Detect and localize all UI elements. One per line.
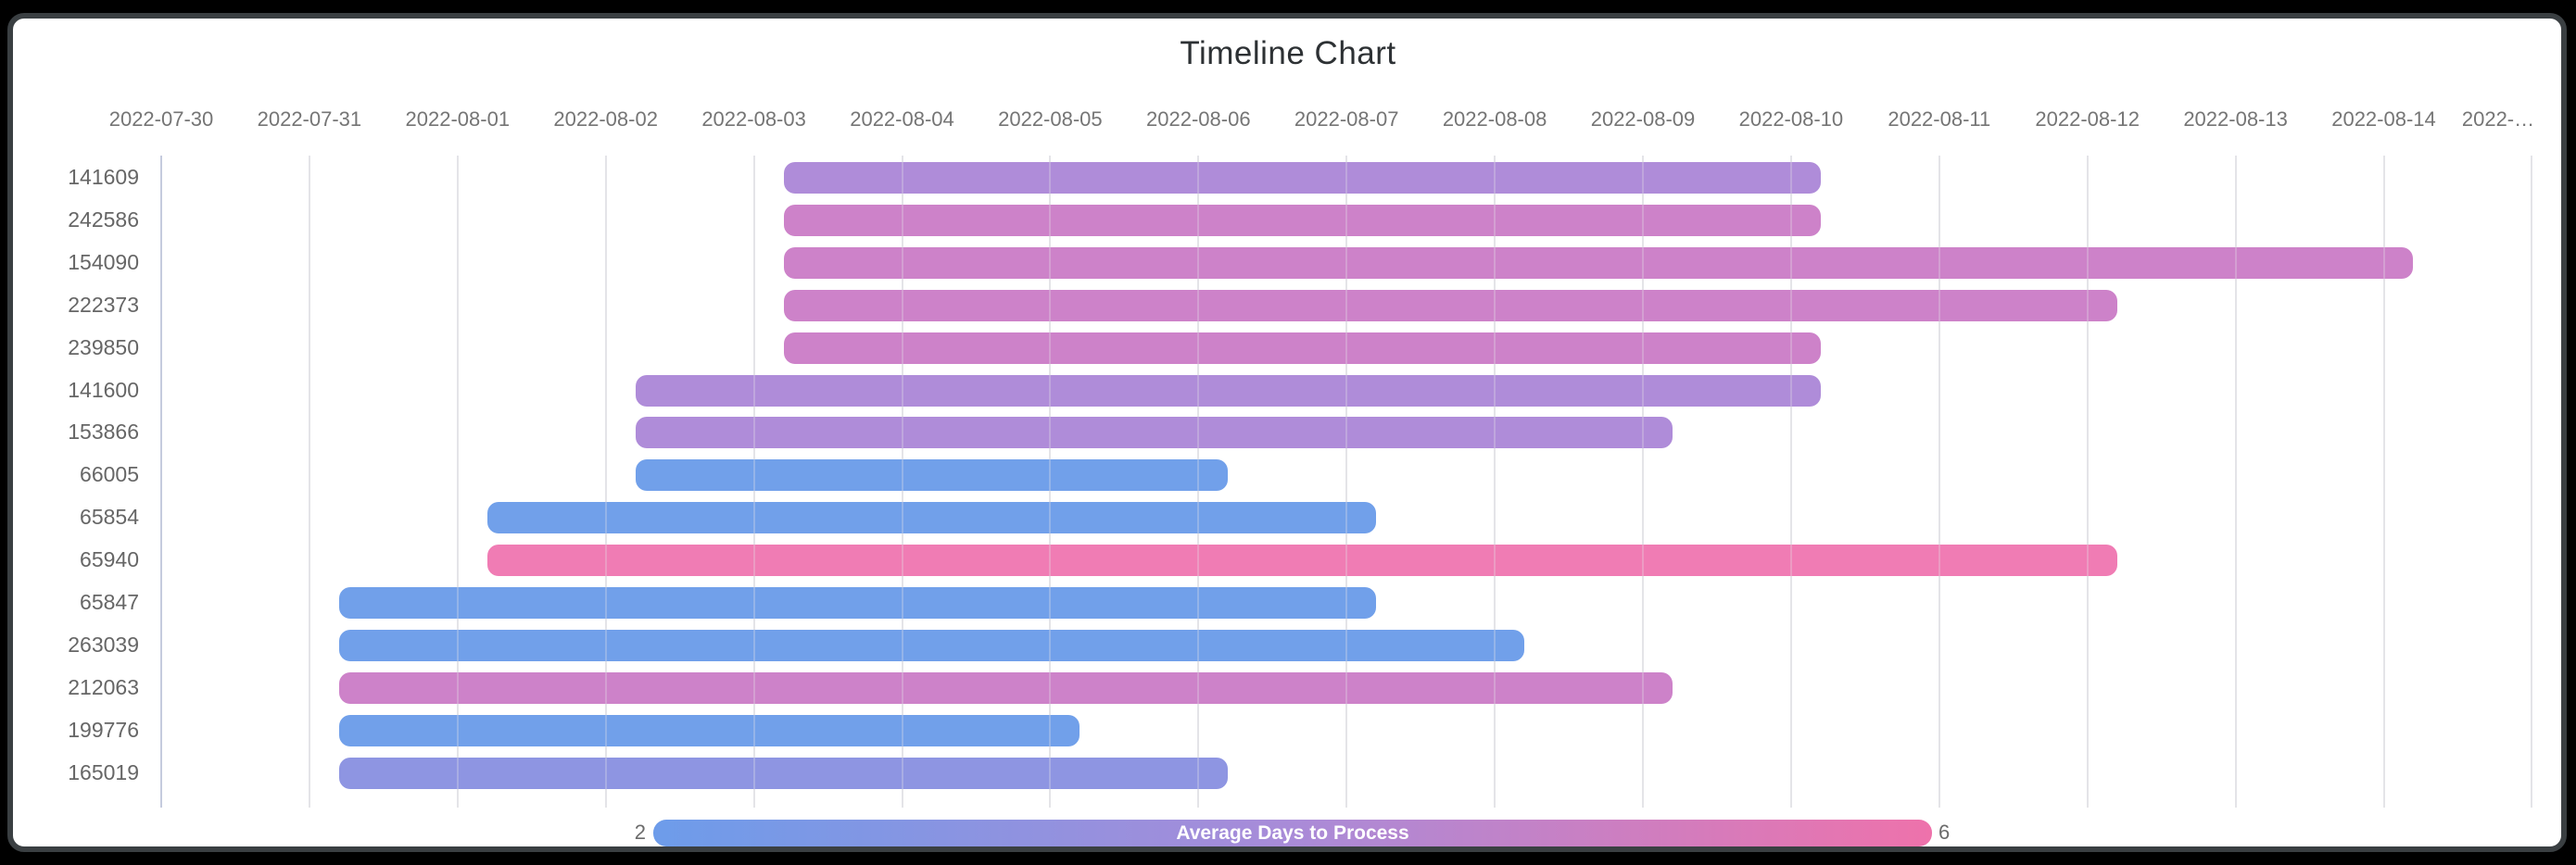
x-axis-tick-label: 2022-07-31 [257,107,362,131]
x-axis-tick-label: 2022-08-12 [2035,107,2140,131]
x-gridline [604,156,607,808]
row-label: 263039 [68,632,139,657]
x-axis-tick-label: 2022-08-11 [1888,107,1991,131]
row-label: 165019 [68,759,139,784]
x-axis-tick-label: 2022-08-08 [1442,107,1547,131]
x-axis-tick-label: 2022-08-07 [1294,107,1399,131]
timeline-bar[interactable] [783,204,1821,236]
x-gridline [2234,156,2237,808]
x-gridline [160,156,162,808]
x-axis-tick-label: 2022-08-06 [1146,107,1251,131]
row-label: 153866 [68,420,139,445]
row-label: 66005 [80,462,139,487]
timeline-bar[interactable] [783,162,1821,194]
legend-min-value: 2 [634,821,646,844]
chart-title: Timeline Chart [1180,35,1396,71]
timeline-bar[interactable] [635,374,1821,407]
x-gridline [1345,156,1348,808]
timeline-bar[interactable] [783,289,2117,321]
x-axis-tick-label: 2022-07-30 [108,107,214,131]
row-label: 141609 [68,165,139,189]
x-axis-tick-label: 2022-08-03 [701,107,806,131]
timeline-bar[interactable] [783,246,2414,279]
legend-max-value: 6 [1938,821,1951,844]
timeline-bar[interactable] [338,587,1377,619]
x-gridline [2382,156,2385,808]
x-gridline [1789,156,1792,808]
timeline-bar[interactable] [486,545,2117,577]
row-label: 242586 [68,207,139,232]
x-axis-tick-label: 2022-08-05 [998,107,1103,131]
x-gridline [308,156,310,808]
row-label: 65854 [80,505,139,530]
x-axis-tick-label: 2022-08-01 [405,107,511,131]
row-label: 239850 [68,334,139,359]
legend-gradient-bar[interactable]: Average Days to Process [653,820,1932,846]
x-gridline [1938,156,1940,808]
timeline-bar[interactable] [635,459,1229,492]
x-gridline [1494,156,1496,808]
row-label: 65940 [80,547,139,572]
legend-label: Average Days to Process [1176,821,1409,844]
row-label: 141600 [68,377,139,402]
timeline-bar[interactable] [783,332,1821,364]
row-label: 199776 [68,717,139,742]
x-gridline [1642,156,1644,808]
x-gridline [2531,156,2533,808]
timeline-bar[interactable] [338,629,1525,661]
x-gridline [2086,156,2089,808]
timeline-bar[interactable] [338,757,1229,789]
x-axis-tick-label: 2022-… [2461,107,2535,131]
row-label: 222373 [68,292,139,317]
timeline-bar[interactable] [635,417,1673,449]
timeline-bar[interactable] [486,502,1377,534]
x-axis-tick-label: 2022-08-10 [1738,107,1844,131]
x-axis-tick-label: 2022-08-04 [850,107,954,131]
row-label: 65847 [80,590,139,614]
x-axis-tick-label: 2022-08-02 [553,107,658,131]
x-gridline [456,156,459,808]
x-axis-tick-label: 2022-08-13 [2183,107,2288,131]
row-label: 154090 [68,249,139,274]
timeline-bar[interactable] [338,714,1080,746]
x-axis-tick-label: 2022-08-14 [2331,107,2436,131]
x-axis-tick-label: 2022-08-09 [1590,107,1696,131]
row-label: 212063 [68,674,139,699]
timeline-bar[interactable] [338,671,1673,704]
